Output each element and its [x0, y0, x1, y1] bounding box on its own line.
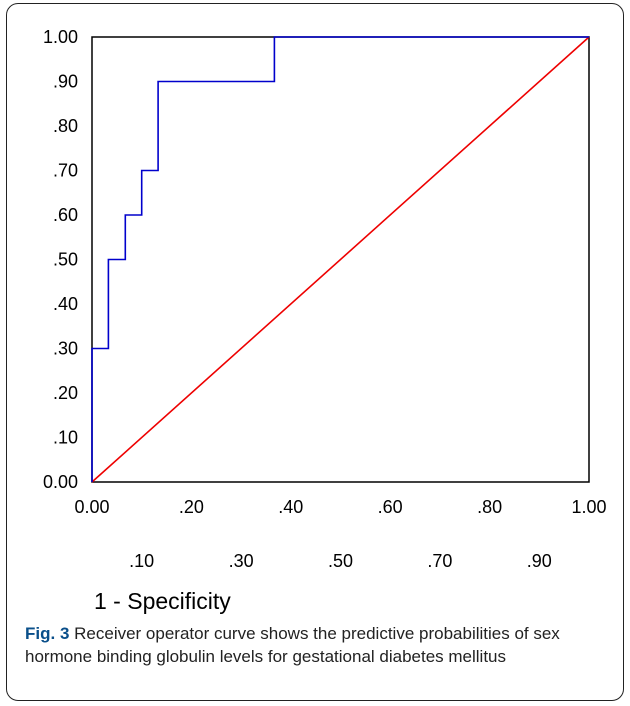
y-tick-label: 1.00: [43, 27, 78, 47]
y-tick-label: .10: [53, 428, 78, 448]
series-group: [91, 36, 590, 483]
figure-frame: [6, 3, 624, 701]
x-tick-label: .20: [179, 497, 204, 517]
y-tick-label: .80: [53, 116, 78, 136]
figure-caption: Fig. 3 Receiver operator curve shows the…: [25, 622, 615, 668]
y-tick-label: 0.00: [43, 472, 78, 492]
y-tick-label: .30: [53, 339, 78, 359]
x-tick-label: .80: [477, 497, 502, 517]
x-axis-label: 1 - Specificity: [94, 588, 231, 614]
y-tick-label: .40: [53, 294, 78, 314]
x-tick-label: .30: [229, 551, 254, 571]
caption-text: Receiver operator curve shows the predic…: [25, 624, 560, 666]
x-tick-label: .40: [278, 497, 303, 517]
x-tick-label: .50: [328, 551, 353, 571]
roc-chart: 0.00 .10 .20 .30 .40 .50 .60 .70 .80 .90 1.00 0.00…: [43, 27, 607, 614]
x-tick-label: 0.00: [74, 497, 109, 517]
roc-curve-line: [91, 36, 589, 482]
y-tick-label: .90: [53, 72, 78, 92]
x-axis-ticks: 0.00 .20 .40 .60 .80 1.00 .10 .30 .50 .70 .90: [74, 497, 606, 571]
y-axis-ticks: 0.00 .10 .20 .30 .40 .50 .60 .70 .80 .90 1.00: [43, 27, 78, 492]
x-tick-label: .70: [427, 551, 452, 571]
x-tick-label: .60: [378, 497, 403, 517]
reference-diagonal-line: [91, 36, 590, 483]
y-tick-label: .20: [53, 383, 78, 403]
x-tick-label: .10: [129, 551, 154, 571]
y-tick-label: .70: [53, 161, 78, 181]
x-tick-label: .90: [527, 551, 552, 571]
y-tick-label: .50: [53, 250, 78, 270]
y-tick-label: .60: [53, 205, 78, 225]
x-tick-label: 1.00: [571, 497, 606, 517]
caption-label: Fig. 3: [25, 624, 70, 643]
